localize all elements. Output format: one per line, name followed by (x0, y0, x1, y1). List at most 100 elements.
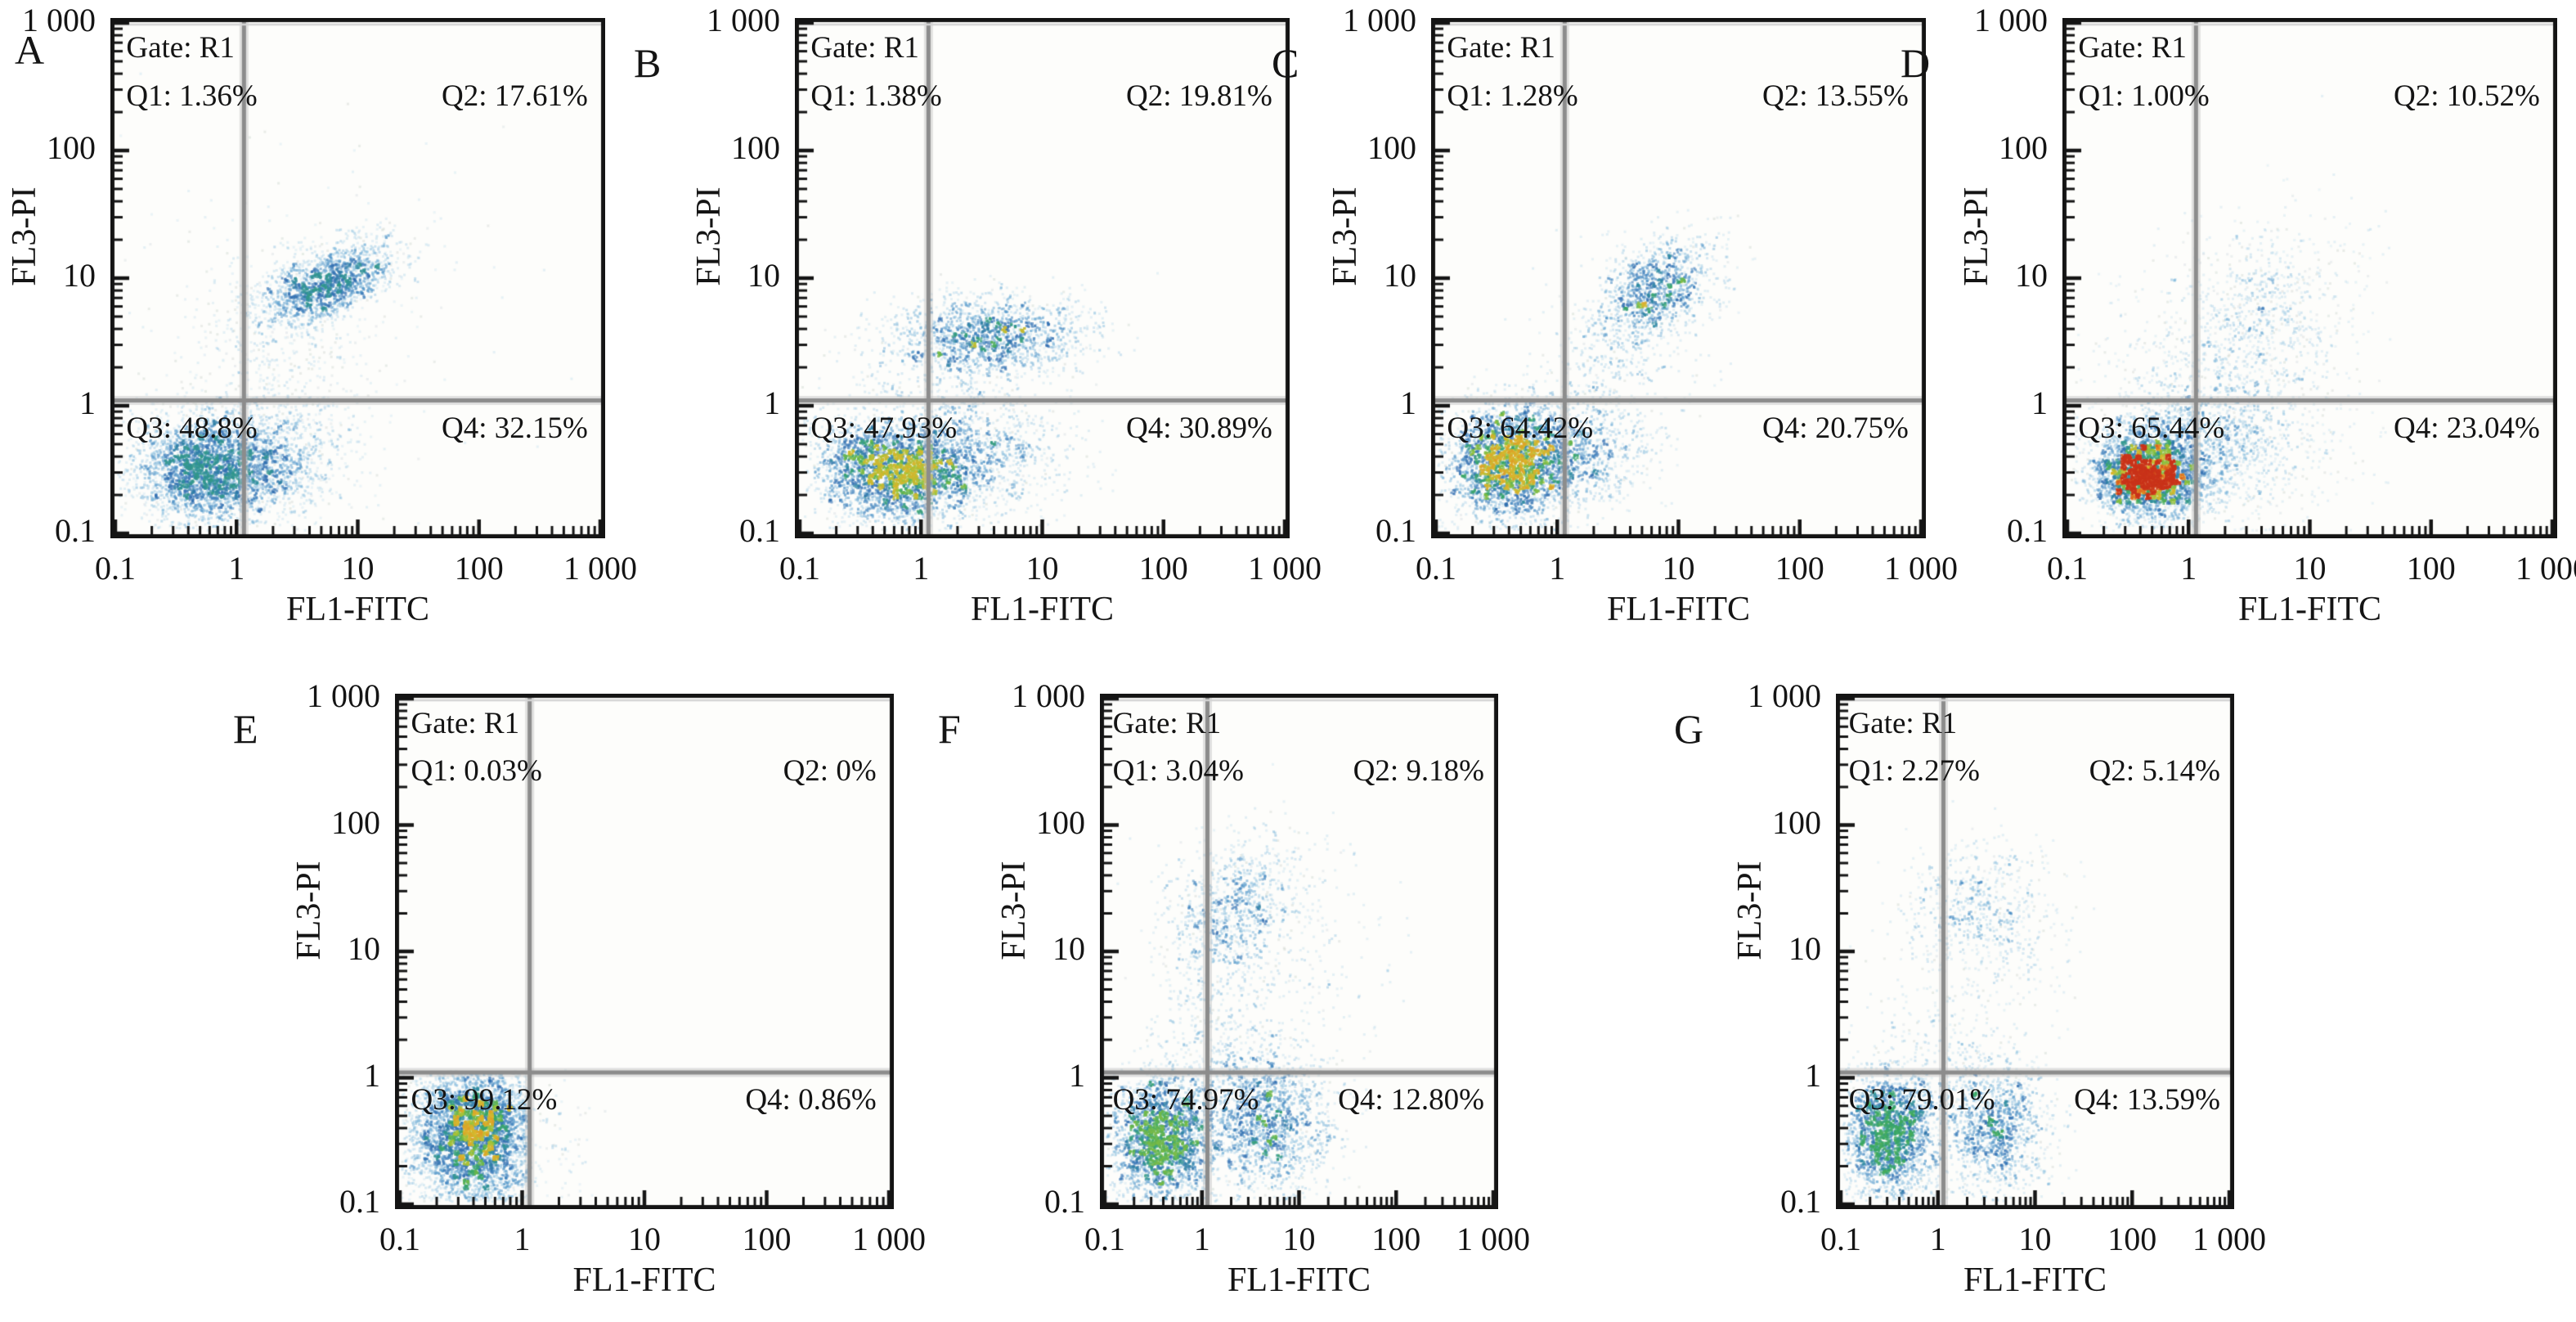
plot-area: Gate: R1 Q1: 3.04% Q2: 9.18% Q3: 74.97% … (1100, 694, 1498, 1209)
y-tick-label: 1 (1069, 1056, 1085, 1094)
x-tick-label: 1 000 (1456, 1221, 1530, 1257)
x-tick-label: 0.1 (779, 550, 820, 587)
y-tick-label: 10 (1788, 930, 1821, 967)
x-tick-label: 10 (341, 550, 375, 587)
x-tick-label: 1 (913, 550, 930, 587)
x-tick-label: 100 (2406, 550, 2456, 587)
y-tick-label: 0.1 (1376, 512, 1416, 549)
gate-label: Gate: R1 (1112, 707, 1222, 741)
x-tick-label: 0.1 (1820, 1221, 1861, 1257)
quadrant-q1-label: Q1: 3.04% (1112, 754, 1244, 789)
scatter-canvas (1431, 18, 1926, 538)
x-tick-label: 10 (1662, 550, 1695, 587)
y-tick-label: 100 (731, 129, 780, 166)
y-tick-label: 1 (1400, 384, 1416, 421)
y-tick-label: 100 (1367, 129, 1416, 166)
panel-letter: A (15, 27, 45, 73)
y-tick-label: 1 000 (1012, 677, 1085, 714)
x-tick-label: 1 000 (2192, 1221, 2266, 1257)
quadrant-q3-label: Q3: 74.97% (1112, 1083, 1259, 1117)
y-tick-label: 1 (79, 384, 96, 421)
x-tick-label: 0.1 (1416, 550, 1456, 587)
quadrant-q2-label: Q2: 17.61% (442, 79, 588, 113)
y-tick-label: 10 (1384, 257, 1416, 294)
x-tick-label: 1 (228, 550, 245, 587)
y-tick-label: 0.1 (2007, 512, 2048, 549)
plot-area: Gate: R1 Q1: 2.27% Q2: 5.14% Q3: 79.01% … (1836, 694, 2234, 1209)
quadrant-q2-label: Q2: 10.52% (2394, 79, 2540, 113)
y-tick-label: 1 (1805, 1056, 1821, 1094)
x-tick-label: 1 (514, 1221, 531, 1257)
quadrant-q4-label: Q4: 13.59% (2074, 1083, 2220, 1117)
y-tick-label: 1 000 (1748, 677, 1821, 714)
x-axis-label: FL1-FITC (1606, 591, 1750, 628)
x-tick-label: 100 (742, 1221, 792, 1257)
x-tick-label: 0.1 (2047, 550, 2088, 587)
gate-label: Gate: R1 (411, 707, 520, 741)
plot-area: Gate: R1 Q1: 1.00% Q2: 10.52% Q3: 65.44%… (2062, 18, 2557, 538)
quadrant-q3-label: Q3: 64.42% (1447, 411, 1594, 445)
y-tick-label: 100 (331, 803, 380, 841)
y-tick-label: 100 (1999, 129, 2048, 166)
y-tick-label: 1 000 (22, 2, 96, 38)
quadrant-q1-label: Q1: 1.00% (2078, 79, 2210, 113)
y-tick-label: 1 (2031, 384, 2048, 421)
x-axis-label: FL1-FITC (285, 591, 429, 628)
x-tick-label: 100 (1775, 550, 1824, 587)
scatter-canvas (1100, 694, 1498, 1209)
panel-letter: D (1901, 40, 1931, 86)
y-axis-label: FL3-PI (690, 187, 728, 286)
quadrant-q4-label: Q4: 20.75% (1762, 411, 1909, 445)
scatter-canvas (395, 694, 894, 1209)
y-tick-label: 10 (2015, 257, 2048, 294)
quadrant-q1-label: Q1: 0.03% (411, 754, 542, 789)
y-tick-label: 100 (1772, 803, 1821, 841)
plot-area: Gate: R1 Q1: 1.36% Q2: 17.61% Q3: 48.8% … (110, 18, 605, 538)
quadrant-q1-label: Q1: 1.36% (126, 79, 258, 113)
y-tick-label: 1 (764, 384, 780, 421)
gate-label: Gate: R1 (1447, 31, 1555, 65)
y-tick-label: 0.1 (739, 512, 780, 549)
x-tick-label: 1 000 (1884, 550, 1958, 587)
y-tick-label: 0.1 (339, 1183, 380, 1220)
quadrant-q1-label: Q1: 1.28% (1447, 79, 1578, 113)
x-axis-label: FL1-FITC (1963, 1261, 2107, 1299)
quadrant-q3-label: Q3: 48.8% (126, 411, 258, 445)
quadrant-q1-label: Q1: 1.38% (810, 79, 942, 113)
y-axis-label: FL3-PI (995, 860, 1033, 960)
y-tick-label: 1 (364, 1056, 380, 1094)
quadrant-q4-label: Q4: 32.15% (442, 411, 588, 445)
x-tick-label: 100 (1138, 550, 1188, 587)
x-tick-label: 10 (2018, 1221, 2052, 1257)
scatter-canvas (795, 18, 1290, 538)
x-tick-label: 0.1 (95, 550, 136, 587)
panel-letter: E (233, 706, 258, 752)
quadrant-q4-label: Q4: 30.89% (1126, 411, 1272, 445)
x-axis-label: FL1-FITC (1227, 1261, 1371, 1299)
x-tick-label: 1 000 (1248, 550, 1322, 587)
panel-letter: B (634, 40, 662, 86)
y-axis-label: FL3-PI (1958, 187, 1995, 286)
x-tick-label: 100 (1371, 1221, 1421, 1257)
x-axis-label: FL1-FITC (572, 1261, 716, 1299)
panel-letter: C (1272, 40, 1299, 86)
x-tick-label: 0.1 (379, 1221, 420, 1257)
y-tick-label: 1 000 (1343, 2, 1416, 38)
quadrant-q4-label: Q4: 0.86% (745, 1083, 877, 1117)
quadrant-q2-label: Q2: 9.18% (1353, 754, 1484, 789)
y-axis-label: FL3-PI (6, 187, 43, 286)
x-tick-label: 1 000 (2515, 550, 2576, 587)
y-tick-label: 0.1 (1044, 1183, 1085, 1220)
scatter-canvas (1836, 694, 2234, 1209)
scatter-canvas (110, 18, 605, 538)
plot-area: Gate: R1 Q1: 1.38% Q2: 19.81% Q3: 47.93%… (795, 18, 1290, 538)
y-tick-label: 1 000 (1974, 2, 2048, 38)
y-tick-label: 100 (1036, 803, 1085, 841)
y-axis-label: FL3-PI (290, 860, 328, 960)
y-tick-label: 1 000 (307, 677, 380, 714)
x-tick-label: 100 (454, 550, 504, 587)
x-axis-label: FL1-FITC (2237, 591, 2381, 628)
quadrant-q4-label: Q4: 12.80% (1338, 1083, 1484, 1117)
scatter-canvas (2062, 18, 2557, 538)
gate-label: Gate: R1 (1848, 707, 1958, 741)
